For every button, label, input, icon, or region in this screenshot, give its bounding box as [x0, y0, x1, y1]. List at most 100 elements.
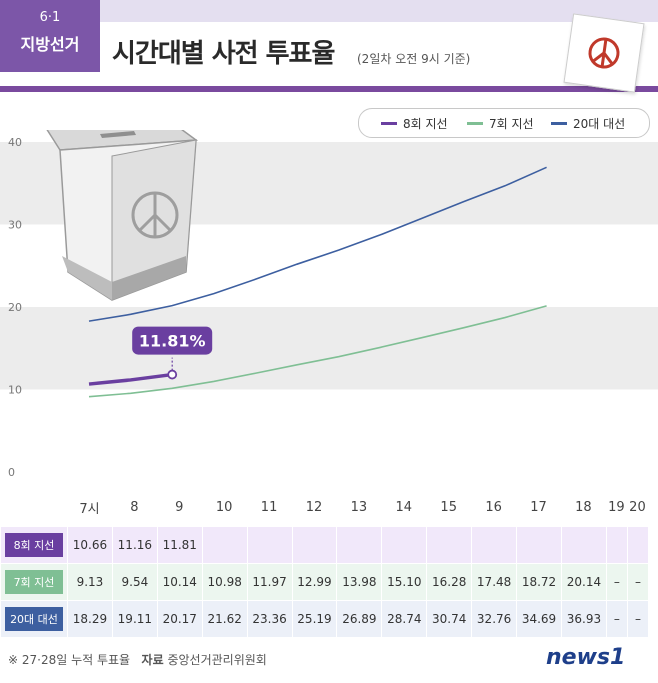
table-cell: 10.98 [201, 563, 247, 600]
table-cell [201, 526, 247, 563]
annotation-point [167, 369, 178, 380]
table-cell: – [605, 600, 627, 637]
y-tick-label: 10 [8, 384, 22, 397]
table-cell: 25.19 [291, 600, 337, 637]
badge-date: 6·1 [39, 10, 61, 25]
annotation-label: 11.81% [139, 332, 206, 351]
table-row: 8회 지선 10.66 11.16 11.81 [0, 526, 648, 563]
row-label: 20대 대선 [0, 600, 67, 637]
table-header: 7시 [67, 488, 112, 526]
table-cell: 30.74 [426, 600, 472, 637]
legend-swatch-8 [381, 122, 397, 125]
row-label: 7회 지선 [0, 563, 67, 600]
table-header: 17 [516, 488, 561, 526]
election-badge: 6·1 지방선거 [0, 0, 100, 72]
page-title: 시간대별 사전 투표율 [112, 39, 335, 69]
table-header: 10 [201, 488, 247, 526]
table-header: 16 [471, 488, 517, 526]
table-cell [246, 526, 292, 563]
chart-legend: 8회 지선 7회 지선 20대 대선 [358, 108, 650, 138]
table-cell: 9.13 [67, 563, 112, 600]
table-cell: – [626, 600, 648, 637]
series-line [88, 372, 173, 386]
table-cell: 32.76 [471, 600, 517, 637]
table-cell: 21.62 [201, 600, 247, 637]
table-header: 18 [560, 488, 606, 526]
table-cell: 18.29 [67, 600, 112, 637]
row-label-text: 20대 대선 [5, 607, 63, 631]
table-header: 11 [246, 488, 292, 526]
table-cell: 13.98 [336, 563, 382, 600]
table-cell [291, 526, 337, 563]
table-cell: 26.89 [336, 600, 382, 637]
table-cell: 20.14 [560, 563, 606, 600]
page-subtitle: (2일차 오전 9시 기준) [357, 52, 471, 66]
legend-item-7: 7회 지선 [467, 115, 534, 132]
table-header-row: 7시 8 9 10 11 12 13 14 15 16 17 18 19 20 [0, 488, 648, 526]
source-label: 자료 [141, 653, 164, 667]
table-header: 19 [605, 488, 627, 526]
table-cell: – [605, 563, 627, 600]
table-cell: 15.10 [381, 563, 427, 600]
legend-item-8: 8회 지선 [381, 115, 448, 132]
table-cell: 23.36 [246, 600, 292, 637]
table-cell: 36.93 [560, 600, 606, 637]
row-label: 8회 지선 [0, 526, 67, 563]
table-cell: 10.14 [156, 563, 202, 600]
table-header: 20 [626, 488, 648, 526]
footnote-note: ※ 27·28일 누적 투표율 [8, 653, 131, 667]
legend-label-20: 20대 대선 [573, 117, 626, 131]
table-cell: 16.28 [426, 563, 472, 600]
table-cell [560, 526, 606, 563]
table-cell [471, 526, 517, 563]
source-name: 중앙선거관리위원회 [167, 653, 267, 667]
header-divider [0, 86, 658, 92]
legend-swatch-20 [551, 122, 567, 125]
table-cell: 11.81 [156, 526, 202, 563]
y-tick-label: 0 [8, 466, 15, 479]
table-header-corner [0, 488, 67, 526]
header-top-bar [100, 0, 658, 22]
row-label-text: 7회 지선 [5, 570, 63, 594]
data-table: 7시 8 9 10 11 12 13 14 15 16 17 18 19 20 … [0, 488, 648, 637]
table-cell: 11.16 [111, 526, 157, 563]
annotation-box [132, 326, 213, 355]
table-cell: 19.11 [111, 600, 157, 637]
table-header: 8 [111, 488, 157, 526]
table-cell [381, 526, 427, 563]
row-label-text: 8회 지선 [5, 533, 63, 557]
table-cell: 20.17 [156, 600, 202, 637]
y-tick-label: 40 [8, 136, 22, 149]
table-header: 13 [336, 488, 382, 526]
legend-label-8: 8회 지선 [403, 117, 448, 131]
table-row: 20대 대선 18.29 19.11 20.17 21.62 23.36 25.… [0, 600, 648, 637]
series-line [88, 166, 547, 322]
news1-logo: news1 [546, 645, 626, 670]
table-cell [336, 526, 382, 563]
table-cell: – [626, 563, 648, 600]
legend-item-20: 20대 대선 [551, 115, 625, 132]
footnote: ※ 27·28일 누적 투표율 자료 중앙선거관리위원회 [8, 651, 267, 668]
table-header: 14 [381, 488, 427, 526]
series-line [88, 305, 547, 398]
line-chart: 0 10 20 30 40 11.81% [0, 130, 658, 479]
table-cell: 12.99 [291, 563, 337, 600]
table-cell: 9.54 [111, 563, 157, 600]
table-cell [426, 526, 472, 563]
table-cell: 17.48 [471, 563, 517, 600]
table-cell: 18.72 [516, 563, 561, 600]
legend-label-7: 7회 지선 [489, 117, 534, 131]
y-tick-label: 20 [8, 301, 22, 314]
ballot-box-icon [46, 130, 199, 301]
table-cell [626, 526, 648, 563]
table-cell: 28.74 [381, 600, 427, 637]
table-row: 7회 지선 9.13 9.54 10.14 10.98 11.97 12.99 … [0, 563, 648, 600]
table-cell: 34.69 [516, 600, 561, 637]
table-cell [605, 526, 627, 563]
y-tick-label: 30 [8, 219, 22, 232]
table-cell: 11.97 [246, 563, 292, 600]
ballot-paper-icon [563, 13, 645, 93]
table-header: 15 [426, 488, 472, 526]
table-header: 12 [291, 488, 337, 526]
badge-title: 지방선거 [20, 35, 80, 54]
